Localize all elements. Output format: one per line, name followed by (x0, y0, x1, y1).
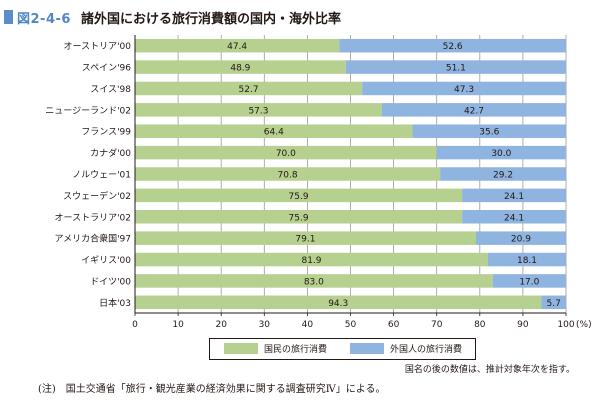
legend-label-domestic: 国民の旅行消費 (264, 345, 328, 355)
data-label-domestic: 75.9 (289, 213, 309, 223)
bar-foreign (412, 124, 566, 138)
category-label: 日本'03 (99, 297, 131, 309)
x-tick-label: 50 (345, 320, 357, 330)
bar-foreign (541, 295, 566, 310)
data-label-foreign: 47.3 (454, 85, 474, 95)
category-label: オーストリア'00 (64, 41, 132, 52)
data-label-domestic: 52.7 (239, 85, 259, 95)
bar-domestic (135, 167, 441, 181)
bar-domestic (135, 252, 488, 267)
data-label-foreign: 30.0 (491, 149, 511, 159)
x-tick-label: 80 (474, 320, 486, 330)
bar-foreign (362, 81, 566, 96)
category-label: ニュージーランド'02 (45, 105, 131, 116)
bar-domestic (135, 103, 382, 117)
category-label: スイス'98 (90, 85, 131, 95)
data-label-foreign: 5.7 (547, 299, 561, 309)
legend-swatch-foreign (350, 343, 384, 354)
legend: 国民の旅行消費 外国人の旅行消費 (209, 338, 476, 360)
figure-number: 図2-4-6 (17, 11, 71, 27)
x-tick-label: 70 (431, 320, 443, 330)
legend-label-foreign: 外国人の旅行消費 (390, 345, 463, 355)
data-label-foreign: 35.6 (479, 128, 499, 138)
bar-foreign (462, 188, 566, 203)
bar-domestic (135, 145, 437, 160)
category-label: オーストラリア'02 (55, 212, 131, 223)
data-label-domestic: 57.3 (248, 106, 268, 116)
data-label-foreign: 20.9 (511, 235, 531, 245)
bar-foreign (487, 252, 566, 267)
bar-foreign (381, 103, 566, 117)
bar-domestic (135, 38, 340, 53)
x-tick-label: 10 (172, 320, 184, 330)
bar-foreign (462, 210, 566, 224)
category-label: フランス'99 (81, 127, 131, 138)
bar-foreign (345, 60, 566, 74)
data-label-domestic: 70.8 (278, 171, 298, 181)
bar-foreign (440, 167, 566, 181)
bar-domestic (135, 60, 346, 74)
bar-foreign (339, 38, 566, 53)
data-label-foreign: 52.6 (443, 42, 463, 52)
bar-domestic (135, 295, 542, 310)
legend-swatch-domestic (224, 343, 258, 354)
data-label-foreign: 18.1 (517, 256, 537, 266)
data-label-foreign: 17.0 (519, 277, 539, 287)
figure-title: 諸外国における旅行消費額の国内・海外比率 (80, 11, 341, 27)
x-tick-label: 40 (302, 320, 314, 330)
category-label: アメリカ合衆国'97 (55, 233, 131, 245)
category-label: ノルウェー'01 (72, 170, 131, 181)
data-label-foreign: 42.7 (464, 106, 484, 116)
title-marker (4, 10, 13, 24)
x-tick-label: 30 (259, 320, 271, 330)
x-tick-label: 90 (517, 320, 529, 330)
figure-header: 図2-4-6 諸外国における旅行消費額の国内・海外比率 (4, 6, 341, 28)
x-tick-label: 20 (215, 320, 227, 330)
bar-chart: 47.4 52.6 オーストリア'00 48.9 51.1 スペイン'96 52.7 47.3… (45, 35, 592, 330)
x-tick-label: 60 (388, 320, 400, 330)
bar-domestic (135, 188, 463, 203)
x-unit-label: (%) (576, 320, 592, 330)
bar-domestic (135, 274, 493, 288)
data-label-foreign: 24.1 (504, 213, 524, 223)
bar-domestic (135, 231, 476, 245)
category-label: イギリス'00 (81, 255, 131, 266)
legend-item-foreign: 外国人の旅行消費 (350, 342, 462, 355)
data-label-domestic: 79.1 (295, 235, 315, 245)
bar-domestic (135, 81, 363, 96)
category-label: スペイン'96 (82, 64, 132, 74)
data-label-domestic: 81.9 (301, 256, 321, 266)
x-tick-label: 100 (557, 320, 574, 330)
legend-item-domestic: 国民の旅行消費 (224, 342, 327, 355)
category-label: カナダ'00 (90, 147, 131, 159)
data-label-domestic: 83.0 (304, 277, 324, 287)
bar-domestic (135, 210, 463, 224)
data-label-domestic: 47.4 (227, 42, 247, 52)
data-label-domestic: 75.9 (289, 192, 309, 202)
bar-foreign (492, 274, 566, 288)
data-label-domestic: 70.0 (276, 149, 296, 159)
data-label-domestic: 64.4 (264, 128, 284, 138)
bar-foreign (475, 231, 566, 245)
data-label-foreign: 51.1 (446, 64, 466, 74)
category-label: ドイツ'00 (90, 277, 131, 287)
data-label-domestic: 94.3 (328, 299, 348, 309)
data-label-foreign: 29.2 (493, 171, 513, 181)
year-note: 国名の後の数値は、推計対象年次を指す。 (404, 365, 575, 375)
source-note: (注) 国土交通省「旅行・観光産業の経済効果に関する調査研究Ⅳ」による。 (38, 384, 386, 395)
category-label: スウェーデン'02 (63, 190, 131, 202)
data-label-domestic: 48.9 (230, 64, 250, 74)
data-label-foreign: 24.1 (504, 192, 524, 202)
x-tick-label: 0 (132, 320, 138, 330)
bar-foreign (436, 145, 566, 160)
bar-domestic (135, 124, 413, 138)
